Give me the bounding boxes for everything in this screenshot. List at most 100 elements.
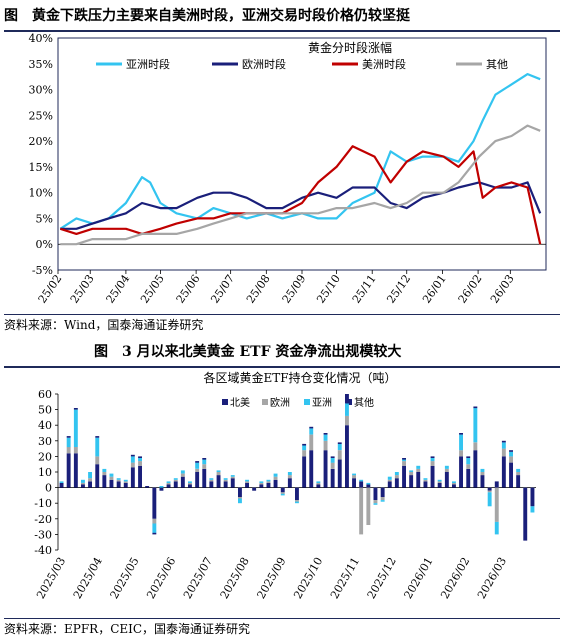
y-tick-label: 35% (29, 58, 53, 71)
bar-segment (145, 486, 150, 488)
bar-segment (373, 487, 378, 501)
figure-1-label: 图 (4, 8, 18, 24)
bar-segment (81, 482, 85, 485)
bar-segment (509, 456, 513, 463)
bar-segment (337, 443, 342, 451)
bar-segment (173, 478, 178, 480)
bar-segment (473, 450, 478, 488)
bar-segment (295, 500, 299, 502)
bar-segment (230, 478, 235, 488)
bar-segment (494, 521, 499, 535)
bar-segment (138, 458, 142, 462)
figure-2-bottom-rule (4, 618, 560, 619)
bar-segment (466, 468, 471, 488)
bar-segment (287, 472, 292, 476)
bar-segment (330, 456, 335, 458)
bar-segment (430, 465, 435, 488)
y-tick-label: 10 (38, 466, 52, 479)
bar-segment (487, 487, 492, 491)
bar-segment (402, 461, 406, 466)
bar-segment (302, 450, 307, 457)
bar-segment (530, 506, 535, 513)
bar-segment (316, 482, 321, 485)
bar-segment (459, 450, 463, 457)
bar-segment (309, 426, 314, 429)
bar-segment (366, 484, 371, 488)
bar-segment (323, 440, 328, 451)
bar-segment (466, 458, 471, 465)
x-tick-label: 2025/09 (255, 555, 289, 601)
bar-segment (195, 468, 200, 472)
bar-segment (280, 492, 285, 494)
bar-segment (109, 476, 114, 480)
bar-segment (266, 482, 271, 488)
bar-segment (487, 490, 492, 493)
bar-segment (487, 492, 492, 507)
figure-2-source: 资料来源：EPFR，CEIC，国泰海通证券研究 (4, 622, 251, 636)
bar-segment (88, 472, 92, 479)
bar-segment (123, 481, 128, 483)
bar-segment (73, 447, 78, 454)
bar-segment (323, 434, 328, 441)
bar-segment (473, 406, 478, 409)
bar-segment (452, 482, 456, 485)
bar-segment (387, 476, 392, 480)
bar-segment (409, 472, 414, 476)
bar-segment (230, 476, 235, 479)
bar-segment (309, 428, 314, 435)
bar-segment (480, 472, 485, 476)
bar-segment (309, 450, 314, 488)
bar-segment (238, 487, 242, 497)
bar-segment (95, 436, 100, 438)
legend-label: 其他 (486, 58, 508, 71)
bar-segment (180, 470, 185, 474)
bar-segment (130, 462, 135, 468)
bar-segment (180, 473, 185, 477)
bar-segment (116, 479, 121, 482)
bar-segment (345, 403, 349, 416)
bar-segment (130, 454, 135, 457)
bar-segment (102, 475, 107, 488)
bar-segment (287, 478, 292, 488)
bar-segment (459, 434, 463, 451)
x-tick-label: 2025/04 (71, 555, 105, 601)
bar-segment (152, 518, 157, 524)
bar-segment (273, 473, 278, 477)
bar-segment (280, 493, 285, 496)
y-tick-label: 30 (38, 435, 52, 448)
bar-segment (501, 440, 506, 443)
bar-segment (259, 484, 264, 488)
bar-segment (195, 461, 200, 463)
x-tick-label: 2025/07 (181, 555, 215, 601)
bar-segment (530, 487, 535, 507)
y-tick-label: 50 (38, 404, 52, 417)
y-tick-label: 0 (45, 482, 52, 495)
bar-segment (209, 481, 214, 488)
bar-segment (430, 458, 435, 462)
legend-swatch (304, 399, 310, 405)
figure-1-title-text: 黄金下跌压力主要来自美洲时段，亚洲交易时段价格仍较坚挺 (32, 8, 410, 24)
bar-segment (188, 484, 192, 488)
bar-segment (173, 481, 178, 488)
legend-label: 欧洲 (270, 397, 290, 409)
bar-segment (123, 482, 128, 488)
bar-segment (373, 500, 378, 504)
y-tick-label: 20 (38, 450, 52, 463)
bar-segment (494, 481, 499, 488)
legend-label: 北美 (230, 396, 250, 409)
bar-segment (123, 479, 128, 482)
x-tick-label: 2025/03 (34, 555, 68, 601)
bar-segment (73, 409, 78, 447)
bar-segment (402, 465, 406, 488)
bar-segment (238, 497, 242, 499)
bar-segment (159, 486, 164, 488)
bar-segment (216, 472, 221, 476)
x-tick-label: 2025/06 (144, 555, 178, 601)
series-line (60, 124, 541, 246)
series-line (60, 181, 542, 230)
legend-label: 亚洲时段 (126, 57, 170, 71)
bar-segment (259, 481, 264, 483)
bar-segment (81, 484, 85, 488)
bar-segment (509, 451, 513, 457)
